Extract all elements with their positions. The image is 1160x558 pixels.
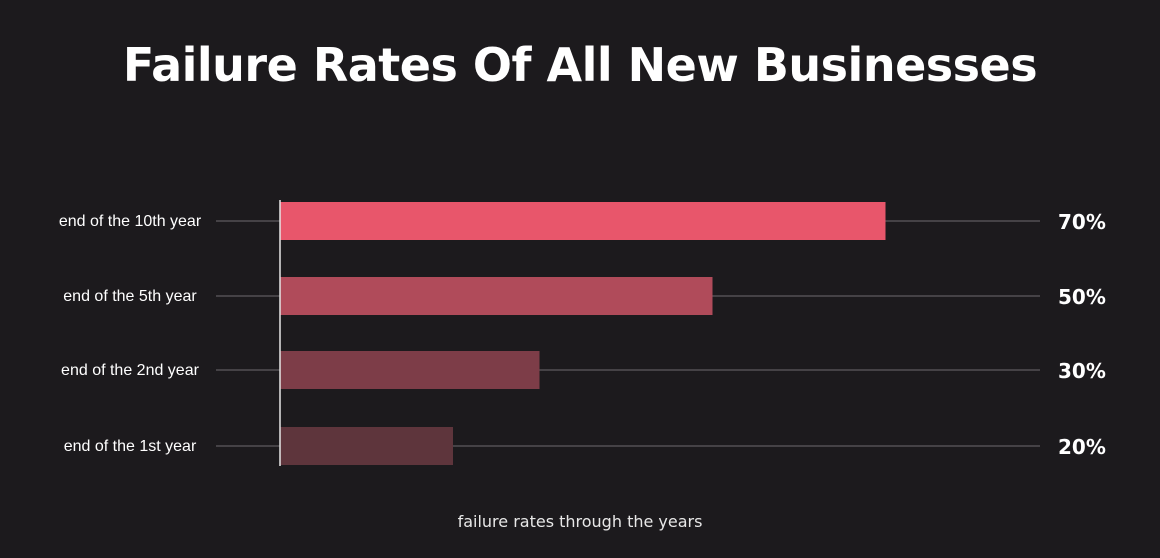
bar-1 bbox=[280, 202, 886, 240]
bar-2 bbox=[280, 277, 713, 315]
value-label: 70% bbox=[1058, 210, 1106, 234]
x-axis-label: failure rates through the years bbox=[457, 512, 703, 531]
category-labels: end of the 10th year end of the 5th year e… bbox=[59, 213, 202, 455]
category-label: end of the 5th year bbox=[63, 288, 197, 305]
gridlines bbox=[216, 220, 1040, 447]
chart-title: Failure Rates Of All New Businesses bbox=[122, 38, 1038, 92]
category-label: end of the 2nd year bbox=[61, 362, 200, 379]
category-label: end of the 10th year bbox=[59, 213, 202, 230]
value-label: 30% bbox=[1058, 359, 1106, 383]
value-label: 20% bbox=[1058, 435, 1106, 459]
bars bbox=[280, 202, 886, 465]
bar-4 bbox=[280, 427, 453, 465]
bar-3 bbox=[280, 351, 540, 389]
category-label: end of the 1st year bbox=[64, 438, 197, 455]
value-label: 50% bbox=[1058, 285, 1106, 309]
value-labels: 70% 50% 30% 20% bbox=[1058, 210, 1106, 459]
